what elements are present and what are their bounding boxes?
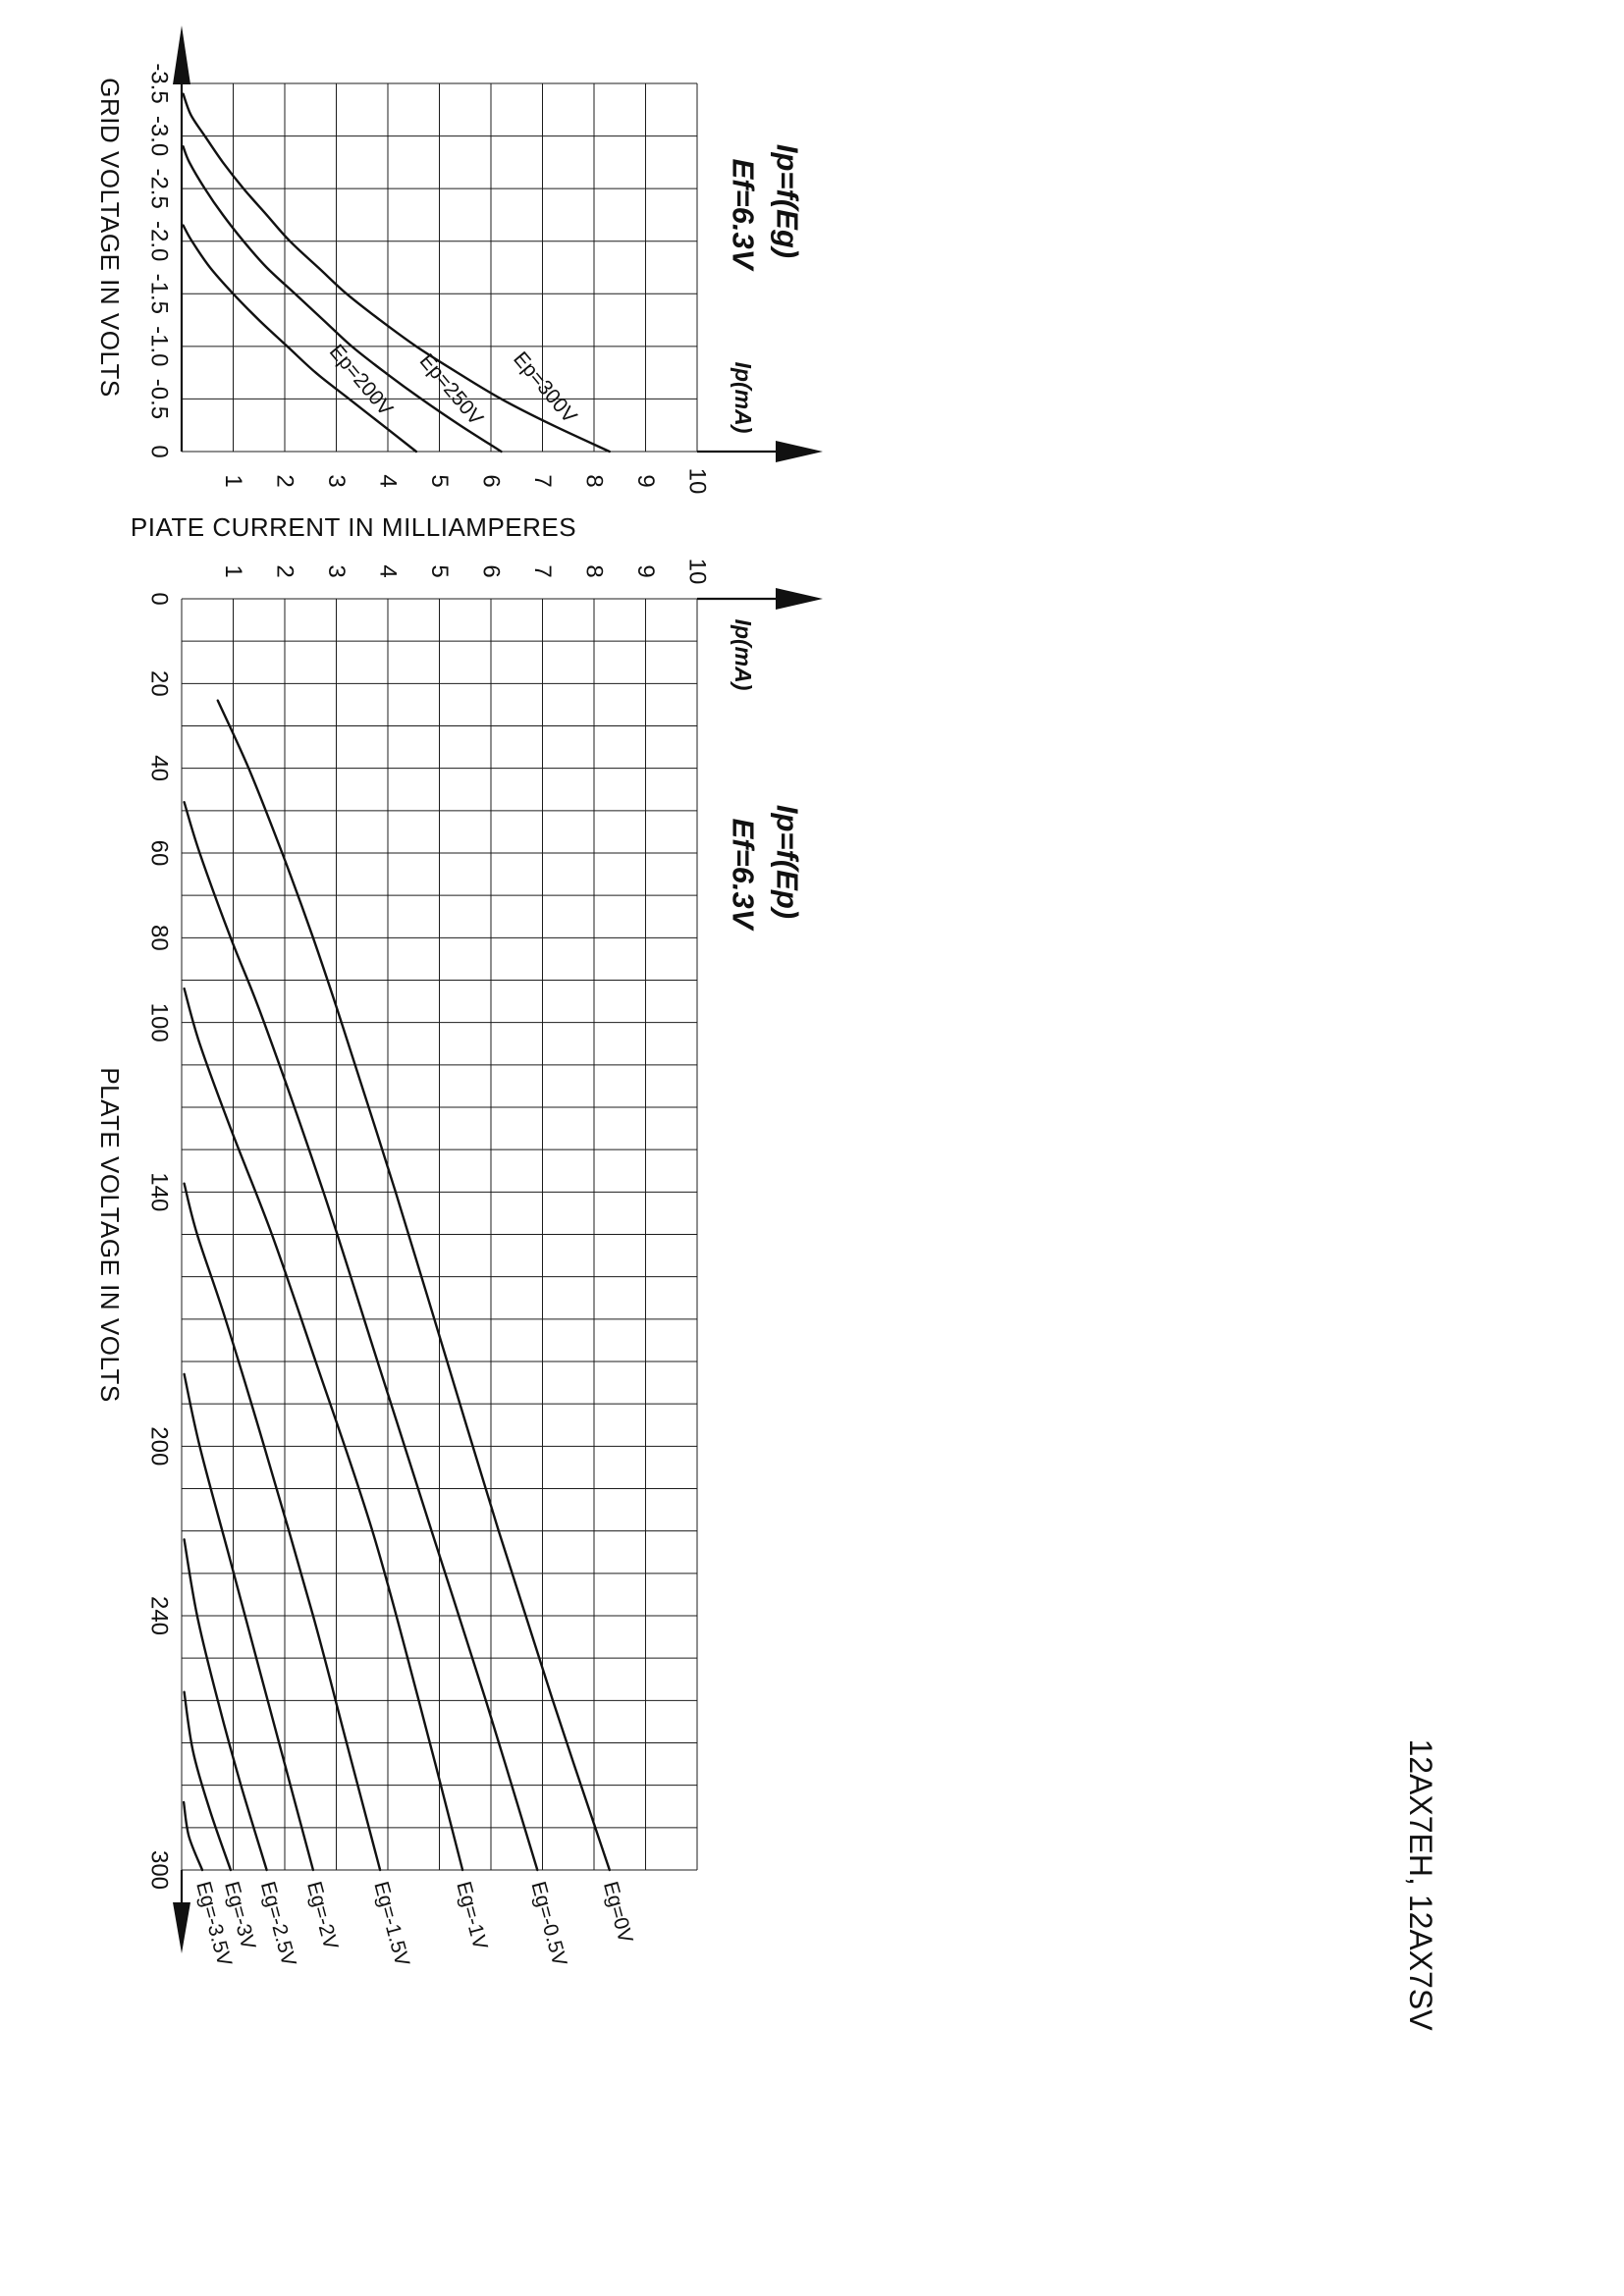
- chart1-y-tick-label: 9: [632, 474, 659, 487]
- chart2-y-tick-label: 7: [529, 564, 556, 577]
- chart2-curve-label: Eg=-1.5V: [369, 1879, 413, 1968]
- chart2-ip-axis-arrow: [776, 588, 823, 610]
- chart2-x-tick-label: 140: [146, 1172, 173, 1211]
- chart2-title: Ip=f(Ep): [771, 805, 805, 919]
- chart1-x-tick-label: -3.0: [146, 116, 173, 156]
- chart2-x-tick-label: 80: [146, 925, 173, 951]
- chart1-y-tick-label: 10: [684, 468, 711, 495]
- chart2-x-axis-title: PLATE VOLTAGE IN VOLTS: [95, 1067, 125, 1402]
- chart2-y-tick-label: 4: [375, 564, 402, 577]
- chart1-y-tick-label: 3: [323, 474, 350, 487]
- chart1-x-tick-label: -1.0: [146, 326, 173, 366]
- chart1-curve-Ep=300V: [182, 92, 611, 454]
- part-number: 12AX7EH, 12AX7SV: [1403, 1738, 1438, 2031]
- chart1-y-tick-label: 1: [220, 474, 246, 487]
- chart2-x-tick-label: 200: [146, 1426, 173, 1466]
- chart2-x-tick-label: 240: [146, 1596, 173, 1635]
- chart2-x-tick-label: 40: [146, 755, 173, 781]
- chart1-y-tick-label: 5: [426, 474, 453, 487]
- chart1-axes: [173, 26, 823, 462]
- chart2-curve-label: Eg=-1V: [452, 1879, 491, 1951]
- chart2-curve-Eg=-3V: [183, 1690, 233, 1872]
- chart1-y-unit-label: Ip(mA): [731, 362, 756, 434]
- chart2-x-tick-label: 100: [146, 1003, 173, 1042]
- chart1-title: Ip=f(Eg): [771, 144, 805, 258]
- chart2-y-tick-label: 9: [632, 564, 659, 577]
- chart2-curve-Eg=-0.5V: [183, 801, 539, 1872]
- chart1-ip-axis-arrow: [776, 441, 823, 462]
- chart1-x-tick-label: -3.5: [146, 63, 173, 103]
- plate-current-axis-title: PIATE CURRENT IN MILLIAMPERES: [131, 512, 576, 542]
- chart2-curve-Eg=-3.5V: [182, 1800, 204, 1872]
- chart2-y-tick-label: 10: [684, 559, 711, 585]
- chart2-y-unit-label: Ip(mA): [731, 619, 756, 691]
- chart1-tick-labels: -3.5 -3.0 -2.5 -2.0 -1.5 -1.0 -0.5 0 1 2 3 4 5 6 7 8 9 10: [145, 63, 710, 494]
- chart2-y-tick-label: 5: [426, 564, 453, 577]
- chart1-grid-voltage-axis-arrow: [173, 26, 190, 84]
- chart1-y-tick-label: 7: [529, 474, 556, 487]
- chart2-axes: [173, 588, 823, 1953]
- chart2-curves: [182, 699, 611, 1872]
- chart2-x-tick-label: 300: [146, 1850, 173, 1890]
- chart2-tick-labels: 0 20 40 60 80 100 140 200 240 300 1 2 3 4 5 6 7 8 9 10: [146, 559, 711, 1890]
- chart1-x-axis-title: GRID VOLTAGE IN VOLTS: [95, 78, 125, 397]
- chart2-curve-Eg=-2V: [183, 1372, 315, 1872]
- chart2-curve-label: Eg=-2V: [302, 1879, 342, 1951]
- chart2-curve-label: Eg=-0.5V: [526, 1879, 570, 1968]
- chart1-y-tick-label: 4: [375, 474, 402, 487]
- chart1-x-tick-label: -0.5: [146, 379, 173, 419]
- chart1-y-tick-label: 2: [272, 474, 298, 487]
- chart1-curve-label: Ep=250V: [415, 349, 488, 429]
- chart1-curves: [182, 92, 611, 454]
- chart1-x-tick-label: -2.5: [146, 168, 173, 208]
- chart2-subtitle: Ef=6.3V: [727, 819, 761, 932]
- chart1-x-tick-label: 0: [146, 445, 173, 457]
- chart2-curve-Eg=-1.5V: [183, 1182, 382, 1872]
- chart1-x-tick-label: -2.0: [145, 221, 172, 261]
- chart2-curve-label: Eg=0V: [599, 1879, 637, 1945]
- chart1-x-tick-label: -1.5: [146, 274, 173, 314]
- chart2-curve-Eg=0V: [216, 699, 611, 1872]
- chart2-y-tick-label: 2: [272, 564, 298, 577]
- chart2-grid: [181, 598, 698, 1871]
- chart2-curve-Eg=-2.5V: [183, 1538, 268, 1872]
- chart1-grid: [181, 82, 698, 453]
- chart2-y-tick-label: 1: [220, 564, 246, 577]
- chart2-y-tick-label: 8: [581, 564, 608, 577]
- chart1-subtitle: Ef=6.3V: [727, 159, 761, 272]
- chart1-y-tick-label: 8: [581, 474, 608, 487]
- chart2-plate-voltage-axis-arrow: [173, 1902, 190, 1953]
- chart2-curve-labels: Eg=0V Eg=-0.5V Eg=-1V Eg=-1.5V Eg=-2VEg=-2.5…: [191, 1879, 636, 1968]
- chart2-y-tick-label: 3: [323, 564, 350, 577]
- chart2-y-tick-label: 6: [478, 564, 505, 577]
- chart2-x-tick-label: 60: [146, 840, 173, 867]
- chart2-curve-Eg=-1V: [183, 987, 464, 1872]
- chart1-curve-Ep=250V: [182, 145, 503, 454]
- chart2-x-tick-label: 20: [146, 670, 173, 697]
- chart1-curve-label: Ep=300V: [509, 347, 581, 427]
- chart1-y-tick-label: 6: [478, 474, 505, 487]
- chart2-curve-label: Eg=-2.5V: [256, 1879, 300, 1968]
- chart2-x-tick-label: 0: [146, 592, 173, 605]
- chart1-curve-Ep=200V: [182, 224, 418, 454]
